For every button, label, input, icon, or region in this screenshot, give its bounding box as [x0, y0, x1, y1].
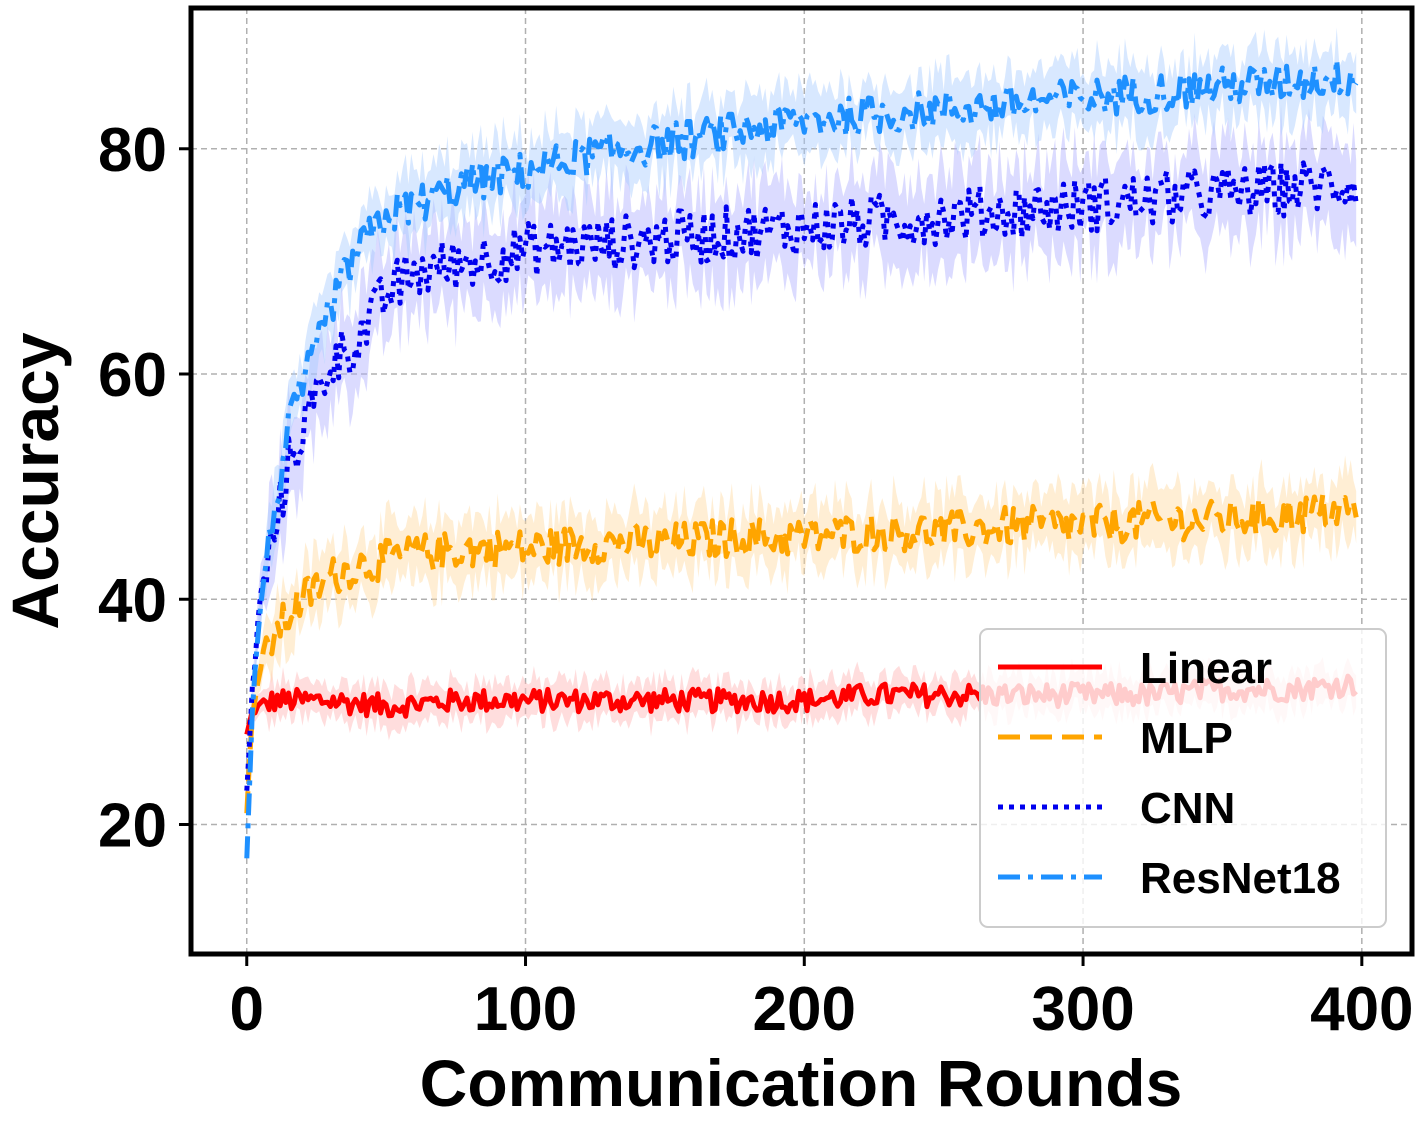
series-band-cnn	[246, 104, 1357, 791]
series-band-resnet18	[246, 27, 1357, 859]
x-axis-label: Communication Rounds	[420, 1046, 1183, 1120]
series-band-mlp	[246, 455, 1357, 814]
legend-label-linear: Linear	[1140, 644, 1272, 693]
legend: Linear MLP CNN ResNet18	[979, 628, 1387, 928]
grid	[191, 8, 1412, 954]
y-tick-label: 80	[98, 116, 167, 185]
series-line-resnet18	[244, 57, 1359, 859]
series-line-cnn	[244, 160, 1359, 791]
legend-label-mlp: MLP	[1140, 714, 1233, 763]
plot-frame	[188, 5, 1415, 957]
x-tick-label: 0	[230, 975, 264, 1044]
series-line-mlp	[244, 492, 1359, 814]
x-tick-label: 100	[474, 975, 577, 1044]
y-tick-label: 20	[98, 791, 167, 860]
x-tick-label: 400	[1310, 975, 1413, 1044]
legend-label-cnn: CNN	[1140, 784, 1235, 833]
y-tick-label: 60	[98, 341, 167, 410]
x-tick-label: 300	[1031, 975, 1134, 1044]
y-axis-label: Accuracy	[0, 332, 72, 629]
axis-ticks: 0 100 200 300 400 20 40 60 80	[98, 116, 1414, 1044]
legend-label-resnet18: ResNet18	[1140, 854, 1341, 903]
legend-box	[979, 628, 1387, 928]
x-tick-label: 200	[753, 975, 856, 1044]
y-tick-label: 40	[98, 566, 167, 635]
